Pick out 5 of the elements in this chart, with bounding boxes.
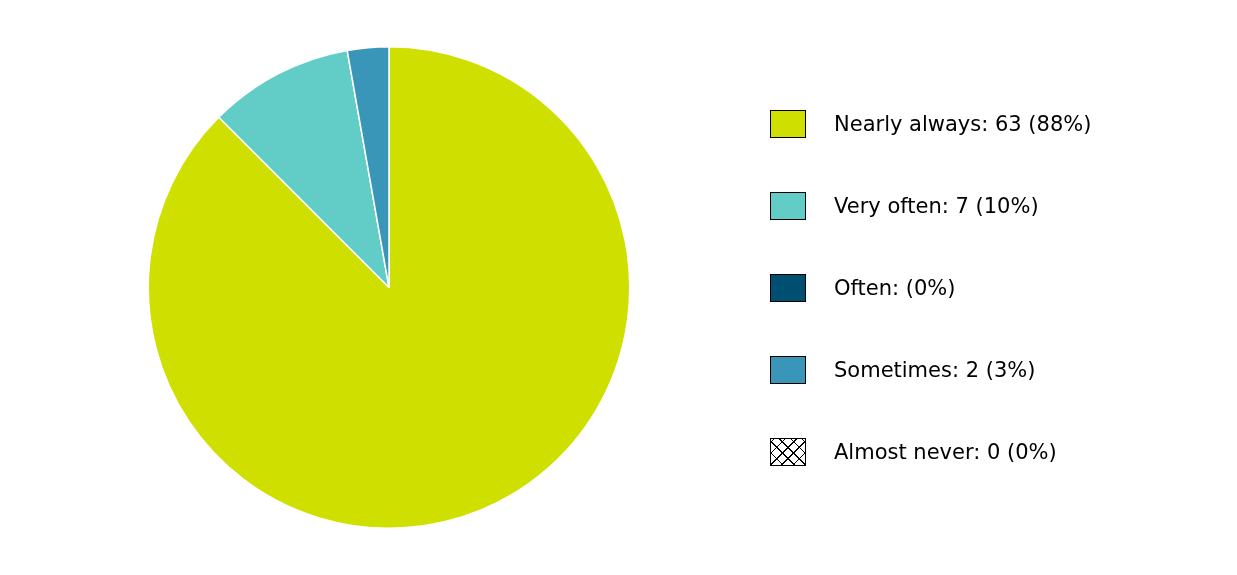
legend-label: Almost never: 0 (0%) [834, 439, 1057, 464]
legend-label: Sometimes: 2 (3%) [834, 357, 1036, 382]
legend-label: Nearly always: 63 (88%) [834, 111, 1092, 136]
legend-label: Very often: 7 (10%) [834, 193, 1039, 218]
legend-label: Often: (0%) [834, 275, 956, 300]
